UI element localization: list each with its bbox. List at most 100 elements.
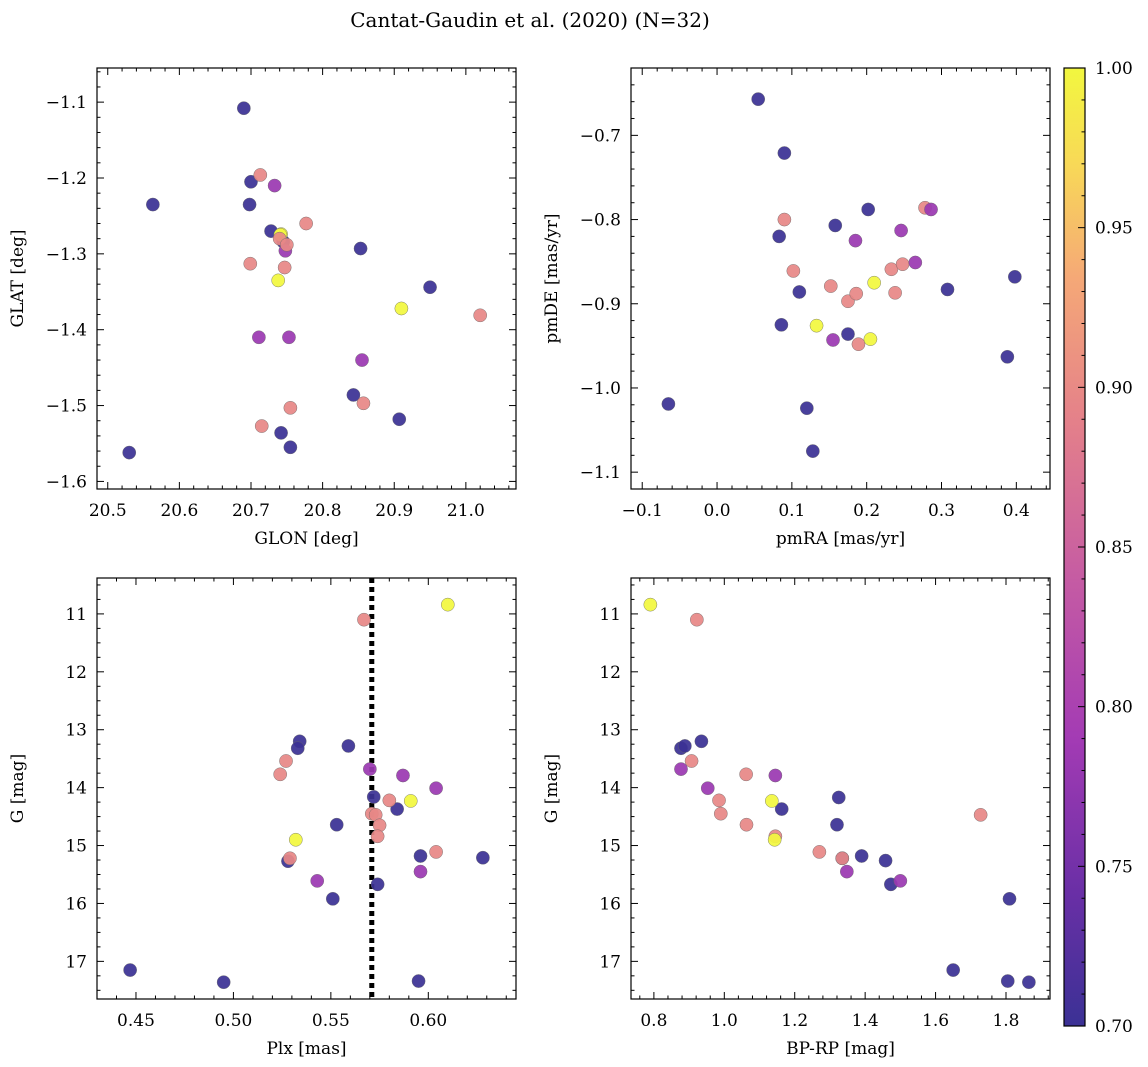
x-tick-label: 20.8 [304, 501, 342, 521]
data-point [830, 817, 844, 832]
colorbar: 0.70 0.75 0.80 0.85 0.90 0.95 1.00 [1063, 59, 1133, 1037]
colorbar-tick-label: 1.00 [1095, 59, 1133, 79]
data-point [809, 318, 824, 333]
data-point [1002, 892, 1017, 906]
data-point [800, 401, 814, 415]
data-point [274, 426, 288, 440]
data-point [940, 282, 955, 297]
data-point [848, 233, 863, 248]
data-point [473, 308, 487, 323]
data-point [767, 832, 782, 847]
y-tick-label: −0.7 [580, 126, 621, 146]
data-point [1022, 975, 1036, 990]
data-point [908, 255, 923, 270]
data-point [279, 754, 293, 768]
data-point [476, 850, 490, 865]
data-point [280, 237, 294, 252]
axes-frame [630, 577, 1051, 1000]
data-point [884, 262, 899, 277]
data-point [346, 388, 361, 402]
data-point [690, 612, 704, 627]
data-point [355, 353, 369, 367]
x-tick-label: 1.2 [781, 1011, 808, 1031]
data-point [123, 963, 137, 977]
data-point [356, 396, 371, 411]
data-point [329, 817, 344, 832]
x-tick-label: 0.60 [409, 1011, 447, 1031]
data-point [366, 790, 381, 804]
panels: 20.5 20.6 20.7 20.8 20.9 21.0 −1.1 −1.2 −1.3 −1.4… [8, 67, 1051, 1059]
data-point [392, 412, 407, 427]
y-tick-label: 14 [599, 779, 621, 799]
data-point [831, 790, 846, 805]
x-tick-label: 20.6 [160, 501, 198, 521]
data-point [411, 974, 426, 988]
data-point [146, 197, 160, 212]
y-tick-label: −1.2 [46, 169, 87, 189]
y-tick-label: 12 [65, 663, 87, 683]
data-point [768, 768, 783, 783]
data-point [854, 849, 869, 863]
data-point [823, 279, 838, 293]
y-tick-label: 17 [599, 952, 621, 972]
data-point [357, 612, 371, 627]
data-point [288, 832, 303, 847]
data-point [290, 741, 305, 756]
data-point [861, 202, 875, 217]
x-tick-label: −0.1 [622, 501, 663, 521]
panel-bprp-g: 0.8 1.0 1.2 1.4 1.6 1.8 11 12 13 14 15 16 17 BP-RP [m… [542, 577, 1051, 1059]
data-point [678, 739, 692, 753]
data-point [765, 794, 779, 808]
x-tick-label: 20.5 [89, 501, 127, 521]
data-point [806, 444, 820, 458]
data-point [841, 327, 855, 341]
data-point [812, 845, 827, 859]
data-point [739, 767, 753, 782]
y-tick-label: −1.1 [46, 93, 87, 113]
data-point [299, 216, 313, 231]
x-axis-label: BP-RP [mag] [786, 1039, 895, 1059]
y-tick-label: −1.5 [46, 397, 87, 417]
data-point [739, 817, 754, 832]
colorbar-tick-label: 0.90 [1095, 378, 1133, 398]
colorbar-tick-label: 0.80 [1095, 698, 1133, 718]
data-point [423, 280, 437, 295]
x-tick-label: 1.4 [852, 1011, 879, 1031]
data-point [254, 419, 269, 433]
y-tick-label: −0.8 [580, 211, 621, 231]
data-point [440, 597, 455, 612]
x-tick-label: 0.0 [704, 501, 731, 521]
axes-frame [96, 577, 517, 1000]
x-tick-label: 0.8 [640, 1011, 667, 1031]
data-point [382, 793, 397, 808]
data-point [1008, 270, 1022, 284]
colorbar-tick-label: 0.70 [1095, 1017, 1133, 1037]
data-point [273, 767, 287, 782]
axes-frame [96, 67, 517, 490]
data-point [713, 806, 728, 821]
data-point [413, 864, 428, 879]
y-tick-label: 15 [65, 837, 87, 857]
y-tick-label: 14 [65, 779, 87, 799]
data-point [252, 330, 266, 345]
y-tick-label: −1.1 [580, 463, 621, 483]
data-point [893, 874, 908, 888]
panel-plx-g: 0.45 0.50 0.55 0.60 11 12 13 14 15 16 17 Plx [mas] G… [8, 577, 517, 1059]
y-tick-label: 11 [65, 605, 87, 625]
x-tick-label: 20.9 [375, 501, 413, 521]
y-tick-label: 11 [599, 605, 621, 625]
data-point [851, 337, 866, 351]
data-point [243, 256, 258, 271]
data-point [413, 849, 428, 863]
data-point [363, 762, 377, 776]
data-point [1000, 350, 1015, 364]
data-point [341, 739, 356, 753]
data-point [878, 853, 893, 868]
x-axis-label: GLON [deg] [254, 529, 358, 549]
x-tick-label: 1.8 [992, 1011, 1019, 1031]
data-point [283, 851, 297, 866]
x-tick-label: 0.55 [312, 1011, 350, 1031]
y-axis-label: GLAT [deg] [8, 229, 28, 327]
data-point [267, 178, 282, 193]
